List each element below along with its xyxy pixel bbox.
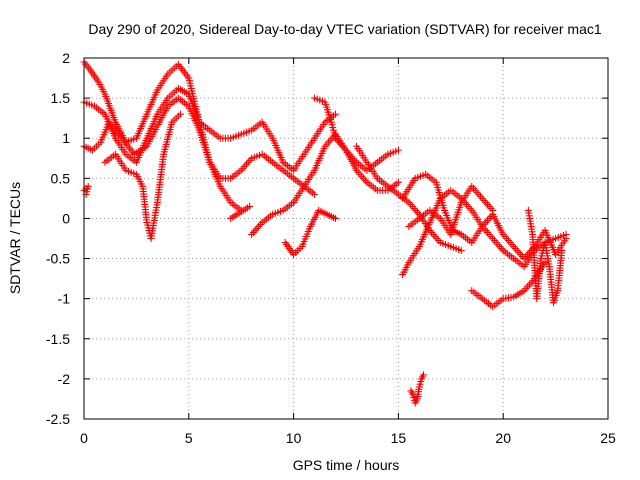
series-track-6 [248, 130, 402, 238]
data-point [457, 247, 465, 255]
x-tick-label: 25 [600, 430, 616, 446]
x-tick-label: 0 [80, 430, 88, 446]
y-tick-label: -1.5 [46, 331, 70, 347]
y-tick-label: -2.5 [46, 411, 70, 427]
x-tick-label: 5 [185, 430, 193, 446]
y-axis-label: SDTVAR / TECUs [7, 182, 23, 294]
y-tick-label: 0.5 [51, 170, 71, 186]
data-point [558, 247, 566, 255]
axis-ticks [83, 57, 609, 420]
data-point [176, 110, 184, 118]
series-track-14 [524, 206, 566, 307]
data-point [541, 259, 549, 267]
plot-frame [83, 57, 609, 420]
series-track-7 [281, 206, 340, 259]
series-track-2 [80, 84, 340, 174]
data-point [489, 206, 497, 214]
x-tick-labels: 0 5 10 15 20 25 [80, 430, 616, 446]
y-tick-labels: 2 1.5 1 0.5 0 -0.5 -1 -1.5 -2 -2.5 [46, 50, 70, 427]
series-track-4 [101, 110, 184, 242]
data-point [420, 371, 428, 379]
x-tick-label: 20 [495, 430, 511, 446]
data-point [332, 214, 340, 222]
series-track-11 [399, 170, 570, 263]
series-track-3 [80, 94, 319, 198]
x-tick-label: 10 [286, 430, 302, 446]
data-points [80, 58, 570, 407]
data-point [332, 110, 340, 118]
x-axis-label: GPS time / hours [293, 457, 400, 473]
series-track-13 [468, 259, 549, 311]
data-point [562, 235, 570, 242]
series-track-12 [405, 182, 497, 238]
y-tick-label: 2 [62, 50, 70, 66]
data-point [246, 202, 254, 210]
series-track-15 [407, 371, 428, 407]
data-point [394, 178, 402, 186]
y-tick-label: 0 [62, 210, 70, 226]
y-tick-label: 1 [62, 130, 70, 146]
x-tick-label: 15 [391, 430, 407, 446]
data-point [394, 146, 402, 154]
data-point [311, 190, 319, 198]
y-tick-label: -0.5 [46, 251, 70, 267]
y-tick-label: -2 [58, 371, 71, 387]
y-tick-label: -1 [58, 291, 71, 307]
y-tick-label: 1.5 [51, 90, 71, 106]
series-track-16 [227, 202, 254, 222]
chart-title: Day 290 of 2020, Sidereal Day-to-day VTE… [88, 21, 601, 37]
